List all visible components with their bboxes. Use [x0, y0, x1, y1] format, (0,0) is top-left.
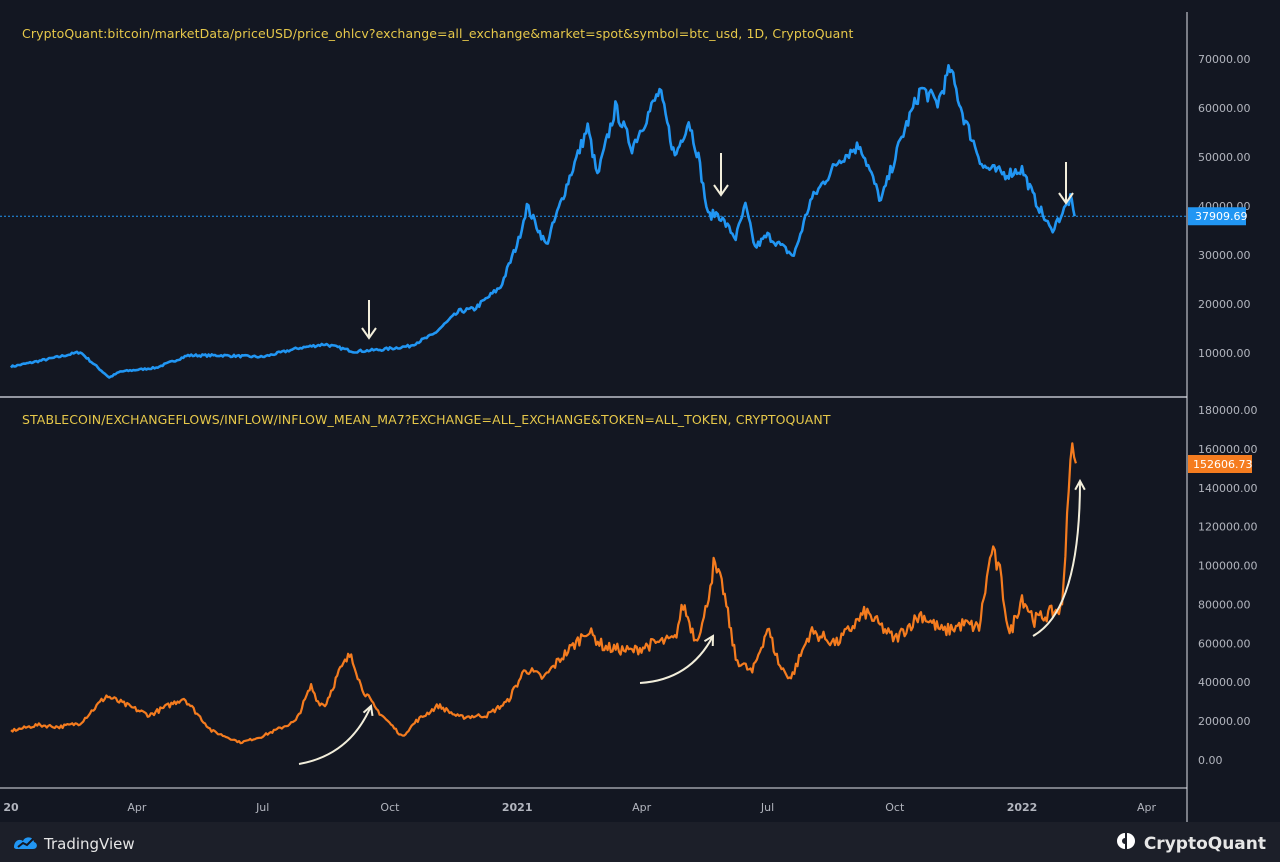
cryptoquant-brand[interactable]: CryptoQuant [1114, 831, 1266, 856]
stablecoin-inflow-title: STABLECOIN/EXCHANGEFLOWS/INFLOW/INFLOW_M… [22, 412, 831, 427]
btc-y-tick-label: 30000.00 [1198, 249, 1251, 262]
curved-arrow-head [362, 704, 374, 717]
chart-canvas[interactable]: 70000.00 60000.00 50000.00 40000.00 30000.00… [0, 0, 1280, 822]
inflow-last-value-badge [1188, 455, 1252, 473]
down-arrow-head [361, 327, 377, 340]
time-axis-label: Apr [632, 801, 652, 814]
time-axis-label: Jul [255, 801, 269, 814]
btc-y-tick-label: 10000.00 [1198, 347, 1251, 360]
inflow-y-tick-label: 160000.00 [1198, 443, 1258, 456]
inflow-y-tick-label: 60000.00 [1198, 637, 1251, 650]
time-axis-label: Jul [760, 801, 774, 814]
btc-y-tick-label: 50000.00 [1198, 151, 1251, 164]
down-arrow-head [1058, 192, 1074, 205]
time-axis-label: Oct [885, 801, 905, 814]
curved-arrow-icon [639, 635, 714, 684]
time-axis-label: Oct [380, 801, 400, 814]
time-axis-label: 20 [3, 801, 19, 814]
time-axis-label: Apr [127, 801, 147, 814]
btc-y-tick-label: 20000.00 [1198, 298, 1251, 311]
inflow-y-tick-label: 140000.00 [1198, 482, 1258, 495]
btc-y-tick-label: 60000.00 [1198, 102, 1251, 115]
inflow-y-tick-label: 100000.00 [1198, 560, 1258, 573]
inflow-y-tick-label: 0.00 [1198, 754, 1223, 767]
time-axis-label: 2021 [502, 801, 533, 814]
inflow-y-tick-label: 80000.00 [1198, 598, 1251, 611]
btc-last-value-label: 37909.69 [1195, 210, 1248, 223]
btc-last-value-badge [1188, 207, 1246, 226]
btc-price-series-line [9, 64, 1076, 379]
cryptoquant-brand-label: CryptoQuant [1143, 833, 1266, 854]
curved-arrow-head [703, 634, 715, 647]
inflow-y-tick-label: 20000.00 [1198, 715, 1251, 728]
stablecoin-inflow-series-line [10, 442, 1077, 745]
inflow-y-tick-label: 120000.00 [1198, 521, 1258, 534]
inflow-y-tick-label: 180000.00 [1198, 404, 1258, 417]
footer-bar [0, 822, 1280, 862]
time-axis-label: Apr [1137, 801, 1157, 814]
curved-arrow-icon [1032, 480, 1081, 637]
down-arrow-head [713, 184, 729, 197]
btc-price-title: CryptoQuant:bitcoin/marketData/priceUSD/… [22, 26, 854, 41]
tradingview-brand-label: TradingView [44, 835, 135, 853]
curved-arrow-head [1074, 478, 1086, 491]
time-axis-label: 2022 [1007, 801, 1038, 814]
tradingview-brand[interactable]: TradingView [12, 832, 135, 856]
cryptoquant-logo-icon [1114, 831, 1138, 856]
inflow-y-tick-label: 40000.00 [1198, 676, 1251, 689]
btc-y-tick-label: 70000.00 [1198, 53, 1251, 66]
tradingview-logo-icon [12, 832, 38, 856]
inflow-last-value-label: 152606.73 [1193, 458, 1253, 471]
curved-arrow-icon [298, 705, 372, 765]
